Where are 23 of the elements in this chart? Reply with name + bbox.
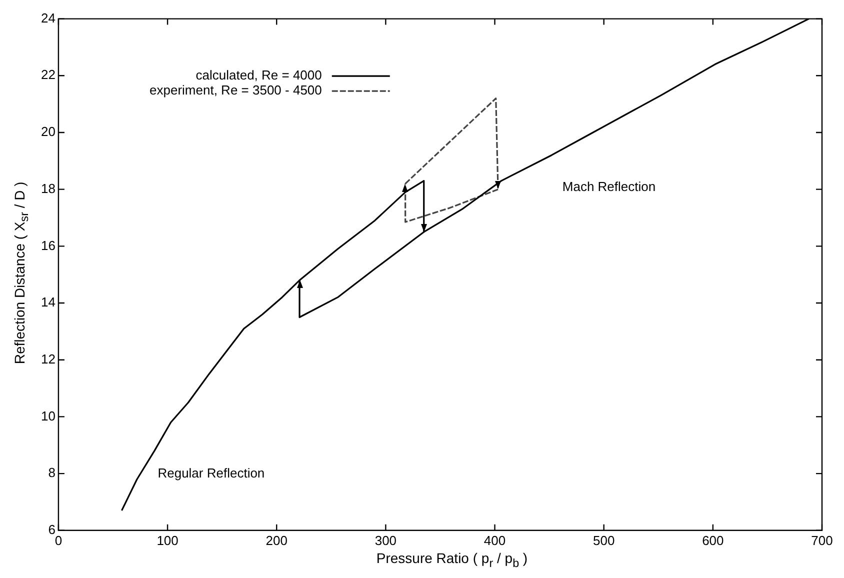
x-tick-label: 400	[484, 532, 506, 548]
y-tick-label: 20	[40, 124, 56, 140]
y-tick-label: 18	[40, 180, 56, 196]
y-tick-label: 10	[40, 408, 56, 424]
y-tick-label: 12	[40, 351, 56, 366]
annotation: Regular Reflection	[158, 466, 265, 481]
x-tick-label: 0	[54, 532, 62, 548]
x-tick-label: 100	[156, 532, 178, 548]
annotation: Mach Reflection	[562, 179, 656, 194]
x-tick-label: 500	[592, 532, 615, 548]
y-tick-label: 14	[40, 294, 56, 310]
y-tick-label: 16	[40, 238, 56, 253]
y-tick-label: 8	[48, 465, 56, 480]
y-tick-label: 22	[40, 67, 56, 82]
legend-label: calculated, Re = 4000	[196, 68, 322, 83]
x-tick-label: 700	[811, 532, 833, 548]
y-tick-label: 24	[40, 10, 56, 26]
x-tick-label: 600	[702, 532, 724, 548]
x-tick-label: 300	[374, 532, 397, 548]
y-tick-label: 6	[48, 522, 56, 537]
x-tick-label: 200	[266, 532, 288, 548]
legend-label: experiment, Re = 3500 - 4500	[150, 82, 322, 98]
x-axis-title: Pressure Ratio ( p$_{r}$ / p$_{b}$ )	[375, 550, 529, 570]
